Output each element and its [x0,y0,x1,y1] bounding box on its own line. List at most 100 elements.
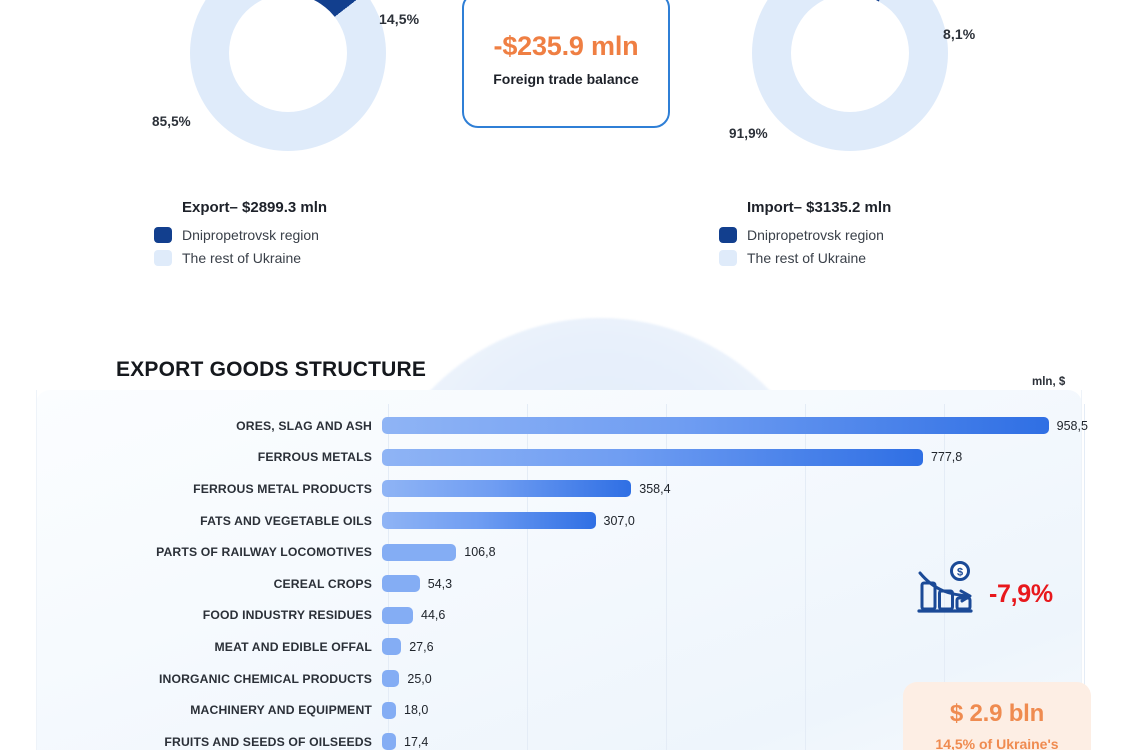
legend-color-swatch [719,250,737,266]
bar-row: ORES, SLAG AND ASH 958,5 [0,410,1088,442]
bar-value-label: 106,8 [464,545,496,560]
foreign-trade-balance-card: -$235.9 mln Foreign trade balance [462,0,670,128]
legend-item-label: Dnipropetrovsk region [182,227,319,243]
bar-row: PARTS OF RAILWAY LOCOMOTIVES 106,8 [0,536,496,568]
chart-unit-label: mln, $ [1032,376,1066,388]
legend-item-label: The rest of Ukraine [182,250,302,266]
import-legend-title: Import– $3135.2 mln [747,199,892,216]
legend-item-label: Dnipropetrovsk region [747,227,884,243]
bar-track: 54,3 [382,575,453,593]
bar-category-label: CEREAL CROPS [273,576,372,591]
bar-row: INORGANIC CHEMICAL PRODUCTS 25,0 [0,663,432,695]
balance-amount: -$235.9 mln [493,31,639,62]
gridline [944,404,946,750]
bar-row: MEAT AND EDIBLE OFFAL 27,6 [0,631,434,663]
bar-fill [382,512,596,530]
bar-fill [382,575,420,593]
bar-fill [382,701,396,719]
bar-category-label: FRUITS AND SEEDS OF OILSEEDS [164,734,372,749]
bar-track: 307,0 [382,512,635,530]
svg-text:$: $ [957,567,963,579]
legend-item: The rest of Ukraine [719,250,891,266]
declining-bar-chart-with-dollar-icon: $ [915,561,977,628]
export-total-note: 14,5% of Ukraine's [935,736,1059,750]
bar-category-label: FOOD INDUSTRY RESIDUES [202,608,372,623]
bar-value-label: 27,6 [409,639,434,654]
legend-color-swatch [719,227,737,243]
bar-value-label: 54,3 [427,576,453,591]
gridline [527,404,529,750]
bar-row: CEREAL CROPS 54,3 [0,568,452,600]
bar-track: 18,0 [382,701,429,719]
bar-category-label: MACHINERY AND EQUIPMENT [190,703,372,718]
bar-category-label: FERROUS METAL PRODUCTS [193,481,372,496]
bar-row: FERROUS METAL PRODUCTS 358,4 [0,473,671,505]
bar-fill [382,606,414,624]
import-donut-chart [752,0,948,151]
export-goods-bar-chart: ORES, SLAG AND ASH 958,5 FERROUS METALS 777… [0,404,1131,750]
section-title: EXPORT GOODS STRUCTURE [116,358,427,381]
bar-category-label: INORGANIC CHEMICAL PRODUCTS [158,671,372,686]
bar-value-label: 777,8 [930,450,963,465]
bar-value-label: 44,6 [421,608,446,623]
import-region-percent-label: 8,1% [943,26,976,42]
bar-row: FRUITS AND SEEDS OF OILSEEDS 17,4 [0,726,428,750]
bar-category-label: PARTS OF RAILWAY LOCOMOTIVES [156,545,372,560]
import-rest-percent-label: 91,9% [729,126,768,141]
bar-track: 958,5 [382,417,1088,435]
bar-category-label: FATS AND VEGETABLE OILS [200,513,372,528]
gridline [1083,404,1085,750]
bar-track: 106,8 [382,543,496,561]
bar-track: 358,4 [382,480,671,498]
bar-row: FERROUS METALS 777,8 [0,442,962,474]
legend-item: The rest of Ukraine [154,250,327,266]
export-legend-rows: Dnipropetrovsk region The rest of Ukraine [154,227,327,266]
bar-value-label: 25,0 [407,671,432,686]
bar-track: 25,0 [382,670,432,688]
balance-caption: Foreign trade balance [493,71,639,88]
bar-value-label: 17,4 [404,734,429,749]
bar-track: 17,4 [382,733,428,750]
legend-item: Dnipropetrovsk region [719,227,891,243]
legend-item-label: The rest of Ukraine [747,250,867,266]
legend-item: Dnipropetrovsk region [154,227,327,243]
export-donut-hole [229,0,347,112]
gridline [666,404,668,750]
export-region-percent-label: 14,5% [379,11,420,27]
export-total-value: $ 2.9 bln [949,700,1045,727]
legend-color-swatch [154,227,172,243]
bar-track: 44,6 [382,606,446,624]
import-legend-rows: Dnipropetrovsk region The rest of Ukraine [719,227,891,266]
bar-fill [382,543,457,561]
bar-fill [382,417,1049,435]
bar-row: FATS AND VEGETABLE OILS 307,0 [0,505,635,537]
gridline [805,404,807,750]
bar-row: MACHINERY AND EQUIPMENT 18,0 [0,694,428,726]
bar-value-label: 18,0 [404,703,429,718]
bar-value-label: 358,4 [639,481,671,496]
chart-panel-right-edge [1081,390,1082,750]
import-donut-hole [791,0,909,112]
legend-color-swatch [154,250,172,266]
bar-category-label: MEAT AND EDIBLE OFFAL [214,639,372,654]
export-donut-chart [190,0,386,151]
export-rest-percent-label: 85,5% [152,114,191,129]
export-legend: Export– $2899.3 mln Dnipropetrovsk regio… [154,199,327,266]
bar-value-label: 958,5 [1056,418,1088,433]
import-legend: Import– $3135.2 mln Dnipropetrovsk regio… [719,199,892,266]
bar-row: FOOD INDUSTRY RESIDUES 44,6 [0,600,445,632]
bar-value-label: 307,0 [603,513,635,528]
decline-percent-label: -7,9% [989,580,1053,608]
bar-category-label: FERROUS METALS [257,450,372,465]
export-decline-indicator: $ -7,9% [915,561,1053,628]
bar-category-label: ORES, SLAG AND ASH [236,418,372,433]
bar-fill [382,733,396,750]
bar-track: 777,8 [382,448,963,466]
bar-fill [382,448,923,466]
export-total-badge: $ 2.9 bln 14,5% of Ukraine's [903,682,1091,750]
bar-fill [382,480,632,498]
bar-fill [382,670,400,688]
bar-fill [382,638,402,656]
bar-track: 27,6 [382,638,434,656]
